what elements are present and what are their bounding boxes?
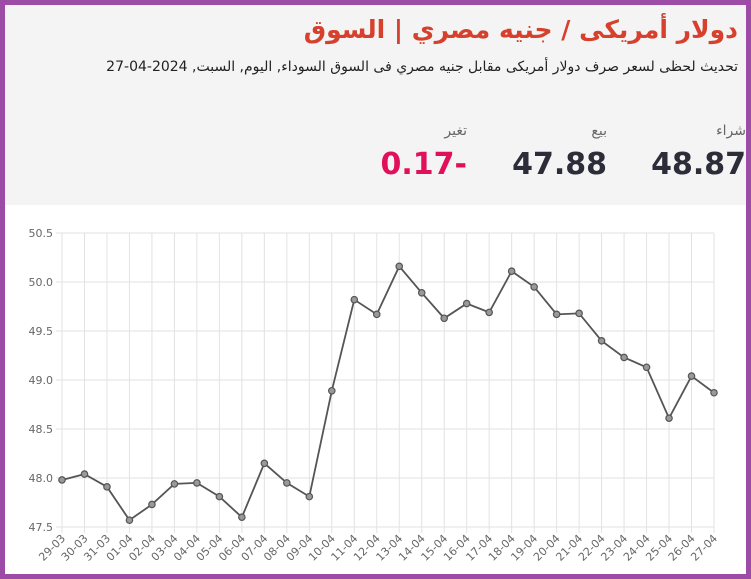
point <box>58 476 66 484</box>
subtitle: تحديث لحظى لسعر صرف دولار أمريكى مقابل ج… <box>106 59 738 75</box>
point <box>260 459 269 468</box>
point <box>238 513 246 522</box>
point <box>395 262 404 271</box>
y-tick-label: 47.5 <box>29 521 54 534</box>
chart: 47.548.048.549.049.550.050.529-0330-0331… <box>29 227 721 564</box>
stat-value: 48.87 <box>651 147 746 182</box>
point <box>462 299 471 308</box>
stat-label: تغير <box>444 123 467 139</box>
point <box>687 372 696 380</box>
point <box>125 516 134 524</box>
point <box>642 363 651 372</box>
point <box>710 388 718 397</box>
y-tick-label: 49.0 <box>29 374 54 387</box>
y-tick-label: 48.5 <box>29 423 54 436</box>
point <box>193 479 201 487</box>
point <box>350 295 359 304</box>
line <box>61 264 715 522</box>
point <box>170 480 179 488</box>
point <box>417 288 426 297</box>
point <box>485 308 493 317</box>
y-tick-label: 48.0 <box>29 472 54 485</box>
stat-value: 47.88 <box>512 147 607 182</box>
y-tick-label: 50.0 <box>29 276 54 289</box>
y-tick-label: 50.5 <box>29 227 54 240</box>
point <box>103 483 111 491</box>
y-tick-label: 49.5 <box>29 325 54 338</box>
title: دولار أمريكى / جنيه مصري | السوق <box>303 15 738 44</box>
point <box>148 500 156 509</box>
point <box>215 492 224 501</box>
point <box>327 386 336 395</box>
point <box>372 310 381 319</box>
header: دولار أمريكى / جنيه مصري | السوق تحديث ل… <box>5 5 746 205</box>
point <box>552 310 561 319</box>
stat-label: شراء <box>716 123 746 139</box>
stat-value: -0.17 <box>380 147 467 182</box>
point <box>80 470 89 478</box>
point <box>620 353 628 362</box>
point <box>283 479 291 487</box>
point <box>440 314 449 323</box>
point <box>597 337 606 345</box>
point <box>305 492 314 501</box>
point <box>575 309 583 318</box>
point <box>530 283 538 291</box>
stat-label: بيع <box>591 123 607 139</box>
point <box>665 414 673 423</box>
point <box>507 267 516 276</box>
